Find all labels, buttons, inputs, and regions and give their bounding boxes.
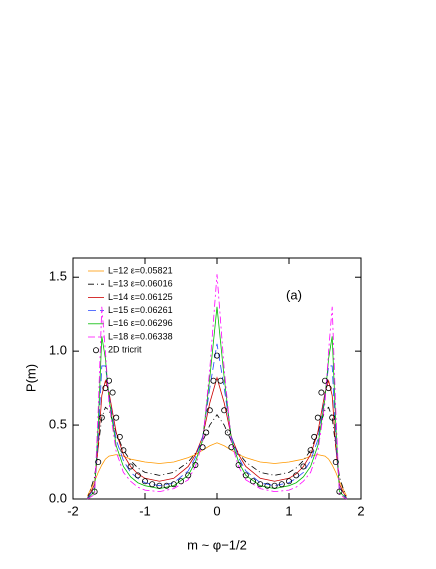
legend-marker: [93, 347, 100, 354]
y-tick-label: 0.5: [49, 417, 67, 432]
data-point: [278, 481, 285, 488]
data-point: [141, 478, 148, 485]
y-axis-label: P(m): [23, 364, 38, 392]
data-point: [311, 433, 318, 440]
data-line: [87, 343, 347, 500]
data-point: [242, 472, 249, 479]
legend-label: L=14 ε=0.06125: [108, 292, 173, 302]
data-point: [192, 461, 199, 468]
data-line: [87, 376, 347, 500]
data-point: [318, 389, 325, 396]
data-point: [336, 488, 343, 495]
data-point: [102, 385, 109, 392]
x-tick-label: -2: [67, 503, 79, 518]
data-point: [134, 472, 141, 479]
data-point: [325, 385, 332, 392]
x-tick-label: 2: [357, 503, 364, 518]
data-point: [156, 482, 163, 489]
legend-label: L=15 ε=0.06261: [108, 305, 173, 315]
data-point: [321, 377, 328, 384]
x-tick-label: 0: [213, 503, 220, 518]
data-point: [307, 447, 314, 454]
data-point: [113, 414, 120, 421]
data-point: [177, 478, 184, 485]
data-point: [170, 481, 177, 488]
data-point: [206, 407, 213, 414]
annotation: (a): [286, 287, 302, 302]
data-line: [87, 406, 347, 500]
data-point: [163, 482, 170, 489]
data-point: [221, 407, 228, 414]
data-point: [203, 429, 210, 436]
data-line: [87, 442, 347, 497]
data-point: [127, 463, 134, 470]
data-point: [213, 352, 220, 359]
data-line: [87, 274, 347, 500]
data-point: [120, 447, 127, 454]
data-point: [329, 414, 336, 421]
data-point: [185, 472, 192, 479]
x-axis-label: m ~ φ−1/2: [187, 537, 247, 552]
legend-label: L=18 ε=0.06338: [108, 331, 173, 341]
data-point: [109, 389, 116, 396]
data-point: [149, 481, 156, 488]
y-tick-label: 0.0: [49, 490, 67, 505]
data-point: [257, 481, 264, 488]
data-point: [224, 429, 231, 436]
data-point: [98, 414, 105, 421]
data-point: [314, 414, 321, 421]
data-point: [199, 444, 206, 451]
data-point: [91, 488, 98, 495]
data-point: [249, 478, 256, 485]
data-point: [264, 482, 271, 489]
legend-label: L=12 ε=0.05821: [108, 265, 173, 275]
data-point: [210, 377, 217, 384]
x-tick-label: 1: [285, 503, 292, 518]
legend-label: L=16 ε=0.06296: [108, 318, 173, 328]
data-point: [285, 478, 292, 485]
legend-label: L=13 ε=0.06016: [108, 279, 173, 289]
data-point: [95, 459, 102, 466]
data-point: [116, 433, 123, 440]
legend-label: 2D tricrit: [108, 345, 142, 355]
data-line: [87, 306, 347, 500]
data-point: [293, 472, 300, 479]
data-point: [106, 377, 113, 384]
data-point: [332, 459, 339, 466]
data-point: [235, 461, 242, 468]
x-tick-label: -1: [139, 503, 151, 518]
y-tick-label: 1.5: [49, 269, 67, 284]
data-point: [300, 463, 307, 470]
data-point: [217, 377, 224, 384]
data-point: [228, 444, 235, 451]
data-point: [271, 482, 278, 489]
y-tick-label: 1.0: [49, 343, 67, 358]
